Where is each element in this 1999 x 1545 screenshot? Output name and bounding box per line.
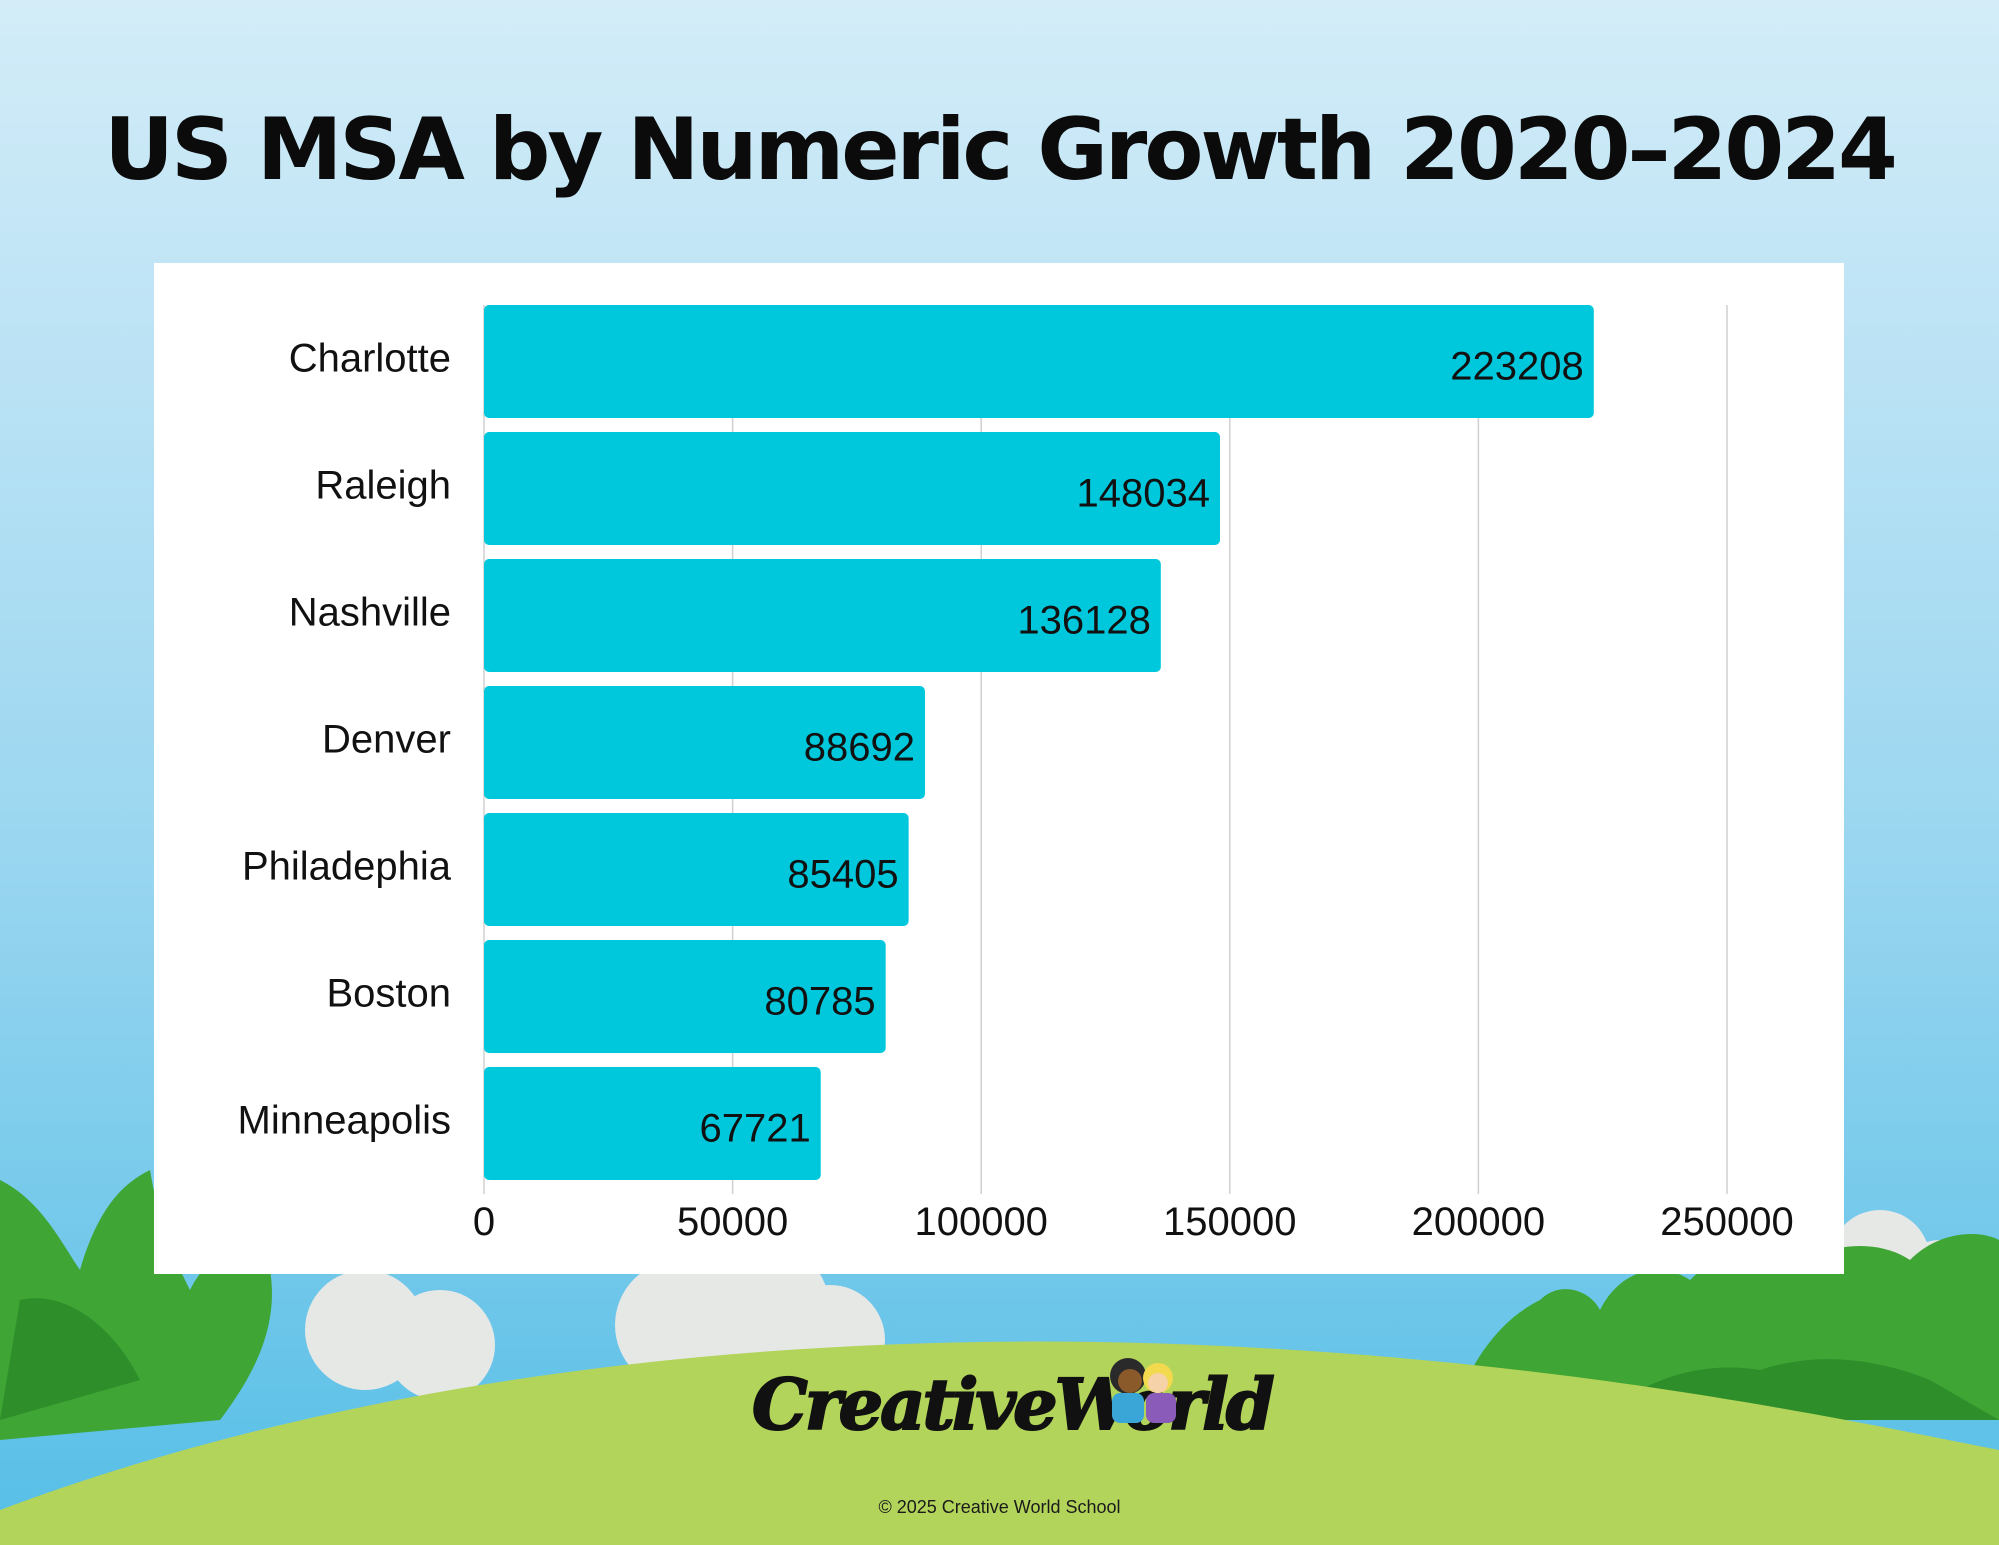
logo-text: CreativeWorld — [751, 1362, 1276, 1447]
bushes — [0, 1170, 1999, 1440]
category-label: Charlotte — [289, 337, 451, 381]
bar — [484, 305, 1594, 418]
category-label: Minneapolis — [238, 1099, 451, 1143]
x-tick-label: 100000 — [914, 1200, 1047, 1244]
creative-world-logo: CreativeWorld — [740, 1355, 1276, 1485]
bar — [484, 559, 1161, 672]
x-tick-label: 0 — [473, 1200, 495, 1244]
x-tick-label: 150000 — [1163, 1200, 1296, 1244]
data-label: 85405 — [787, 853, 898, 897]
hill — [0, 1341, 1999, 1545]
category-label: Boston — [326, 972, 451, 1016]
x-tick-label: 250000 — [1660, 1200, 1793, 1244]
bars — [484, 305, 1594, 1180]
x-tick-label: 50000 — [677, 1200, 788, 1244]
bar-chart: 0 50000 100000 150000 200000 250000 Charlotte… — [238, 305, 1794, 1244]
data-label: 80785 — [764, 980, 875, 1024]
page-title: US MSA by Numeric Growth 2020–2024 — [104, 100, 1898, 200]
data-label: 136128 — [1017, 599, 1150, 643]
category-label: Philadephia — [242, 845, 452, 889]
x-tick-label: 200000 — [1412, 1200, 1545, 1244]
category-label: Raleigh — [315, 464, 451, 508]
data-label: 88692 — [804, 726, 915, 770]
data-label: 223208 — [1450, 345, 1583, 389]
kids-mascot-icon — [1110, 1358, 1176, 1423]
data-label: 148034 — [1077, 472, 1210, 516]
bar — [484, 940, 886, 1053]
bar — [484, 813, 909, 926]
category-label: Nashville — [289, 591, 451, 635]
data-label: 67721 — [699, 1107, 810, 1151]
chart-card: 0 50000 100000 150000 200000 250000 Charlotte… — [154, 263, 1844, 1274]
labels: Charlotte 223208 Raleigh 148034 Nashville 136… — [238, 337, 1584, 1151]
category-label: Denver — [322, 718, 451, 762]
bar — [484, 686, 925, 799]
bar — [484, 432, 1221, 545]
copyright-text: © 2025 Creative World School — [878, 1497, 1121, 1517]
bar — [484, 1067, 821, 1180]
